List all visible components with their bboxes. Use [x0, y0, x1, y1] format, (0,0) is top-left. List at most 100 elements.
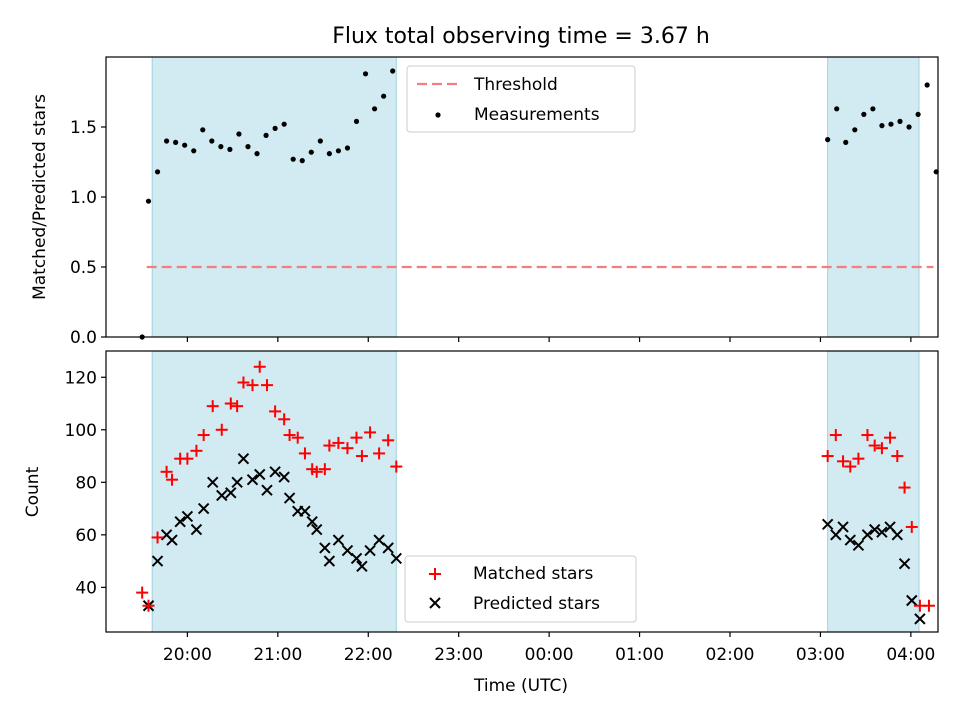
top-legend-box — [406, 65, 636, 133]
predicted-star-mark — [844, 534, 856, 546]
threshold-legend-label: Threshold — [473, 75, 558, 95]
x-tick-label: 01:00 — [615, 645, 664, 665]
predicted-star-mark — [341, 544, 354, 557]
predicted-star-mark — [231, 476, 243, 489]
bottom-y-tick-label: 100 — [65, 421, 97, 441]
predicted-star-point — [319, 542, 331, 554]
measurement-point — [381, 93, 387, 99]
matched-star-point — [181, 452, 194, 465]
predicted-star-mark — [906, 594, 918, 607]
matched-legend-swatch — [429, 568, 441, 580]
matched-star-point — [197, 429, 210, 442]
top-y-tick-label: 0.0 — [70, 328, 97, 348]
predicted-star-point — [821, 518, 834, 531]
predicted-star-point — [225, 487, 237, 499]
predicted-star-mark — [190, 523, 203, 536]
bottom-legend-box — [404, 555, 637, 623]
matched-star-point — [318, 463, 331, 476]
predicted-star-mark — [311, 523, 323, 536]
predicted-star-point — [237, 452, 250, 465]
matched-star-point — [373, 447, 386, 460]
matched-star-point — [224, 397, 237, 410]
predicted-star-point — [356, 560, 368, 573]
measurement-point — [245, 144, 251, 150]
matched-star-point — [891, 450, 904, 463]
predicted-star-point — [891, 529, 904, 541]
measurement-point — [861, 111, 867, 117]
predicted-star-mark — [278, 471, 290, 483]
x-tick-label: 22:00 — [344, 645, 393, 665]
predicted-star-point — [341, 544, 354, 557]
measurement-point — [915, 111, 921, 117]
measurement-point — [335, 148, 342, 154]
matched-star-point — [231, 400, 244, 413]
predicted-star-point — [190, 523, 203, 536]
x-tick-label: 21:00 — [253, 645, 302, 665]
top-y-ticks: 0.0 0.5 1.0 1.5 — [70, 118, 106, 348]
matched-star-point — [269, 405, 282, 418]
predicted-star-mark — [254, 468, 266, 481]
matched-star-point — [283, 429, 296, 442]
bottom-x-ticks: 20:00 21:00 22:00 23:00 00:00 01:00 02:00 03:00… — [163, 632, 935, 665]
predicted-star-mark — [891, 529, 904, 541]
measurement-point — [191, 148, 197, 154]
matched-star-point — [905, 520, 918, 533]
predicted-star-mark — [319, 542, 331, 554]
predicted-star-point — [246, 473, 259, 486]
predicted-star-mark — [174, 515, 186, 528]
matched-star-point — [844, 460, 857, 473]
matched-star-point — [160, 465, 173, 478]
top-panel: Flux total observing time = 3.67 h 0.00.… — [30, 24, 939, 348]
predicted-star-point — [390, 552, 403, 565]
x-axis-label: Time (UTC) — [473, 676, 568, 696]
predicted-star-point — [306, 515, 318, 528]
predicted-star-point — [382, 542, 394, 554]
measurement-point — [870, 106, 876, 112]
matched-star-point — [852, 452, 865, 465]
measurements-legend-label: Measurements — [474, 105, 600, 125]
predicted-star-mark — [390, 552, 403, 565]
predicted-star-point — [216, 489, 228, 502]
matched-star-point — [136, 586, 149, 599]
measurement-point — [308, 149, 314, 155]
predicted-star-point — [844, 534, 856, 546]
measurement-point — [834, 106, 840, 112]
predicted-star-mark — [382, 542, 394, 554]
shaded-interval — [827, 56, 920, 338]
matched-star-point — [323, 439, 336, 452]
x-tick-label: 04:00 — [886, 645, 935, 665]
predicted-star-mark — [868, 523, 881, 536]
matched-star-point — [260, 379, 273, 392]
matched-star-point — [382, 434, 395, 447]
predicted-star-point — [231, 476, 243, 489]
predicted-star-point — [254, 468, 266, 481]
matched-star-point — [142, 599, 155, 612]
matched-star-point — [390, 460, 403, 473]
predicted-star-point — [278, 471, 290, 483]
bottom-panel: 40 60 80 100 120 20:00 21:00 22:00 23:00 00:00 01… — [23, 350, 939, 696]
matched-star-point — [350, 431, 363, 444]
x-tick-label: 20:00 — [163, 645, 212, 665]
x-tick-label: 23:00 — [434, 645, 483, 665]
measurement-point — [263, 132, 269, 138]
matched-star-point — [821, 450, 834, 463]
predicted-legend-swatch — [429, 597, 441, 609]
matched-star-point — [922, 599, 935, 612]
matched-star-point — [298, 447, 311, 460]
matched-star-point — [166, 473, 179, 486]
predicted-star-point — [898, 558, 911, 570]
predicted-star-mark — [356, 560, 368, 573]
measurement-point — [281, 121, 287, 127]
bottom-y-tick-label: 80 — [75, 473, 97, 493]
measurement-point — [888, 121, 894, 127]
predicted-star-mark — [181, 510, 194, 523]
predicted-star-mark — [852, 539, 865, 552]
top-y-axis-label: Matched/Predicted stars — [30, 94, 50, 300]
predicted-star-mark — [350, 552, 363, 565]
predicted-star-point — [166, 534, 178, 546]
measurement-point — [154, 169, 161, 175]
x-tick-label: 02:00 — [706, 645, 755, 665]
measurement-point — [362, 71, 369, 77]
matched-star-point — [355, 450, 368, 463]
top-y-tick-label: 1.5 — [70, 118, 97, 138]
